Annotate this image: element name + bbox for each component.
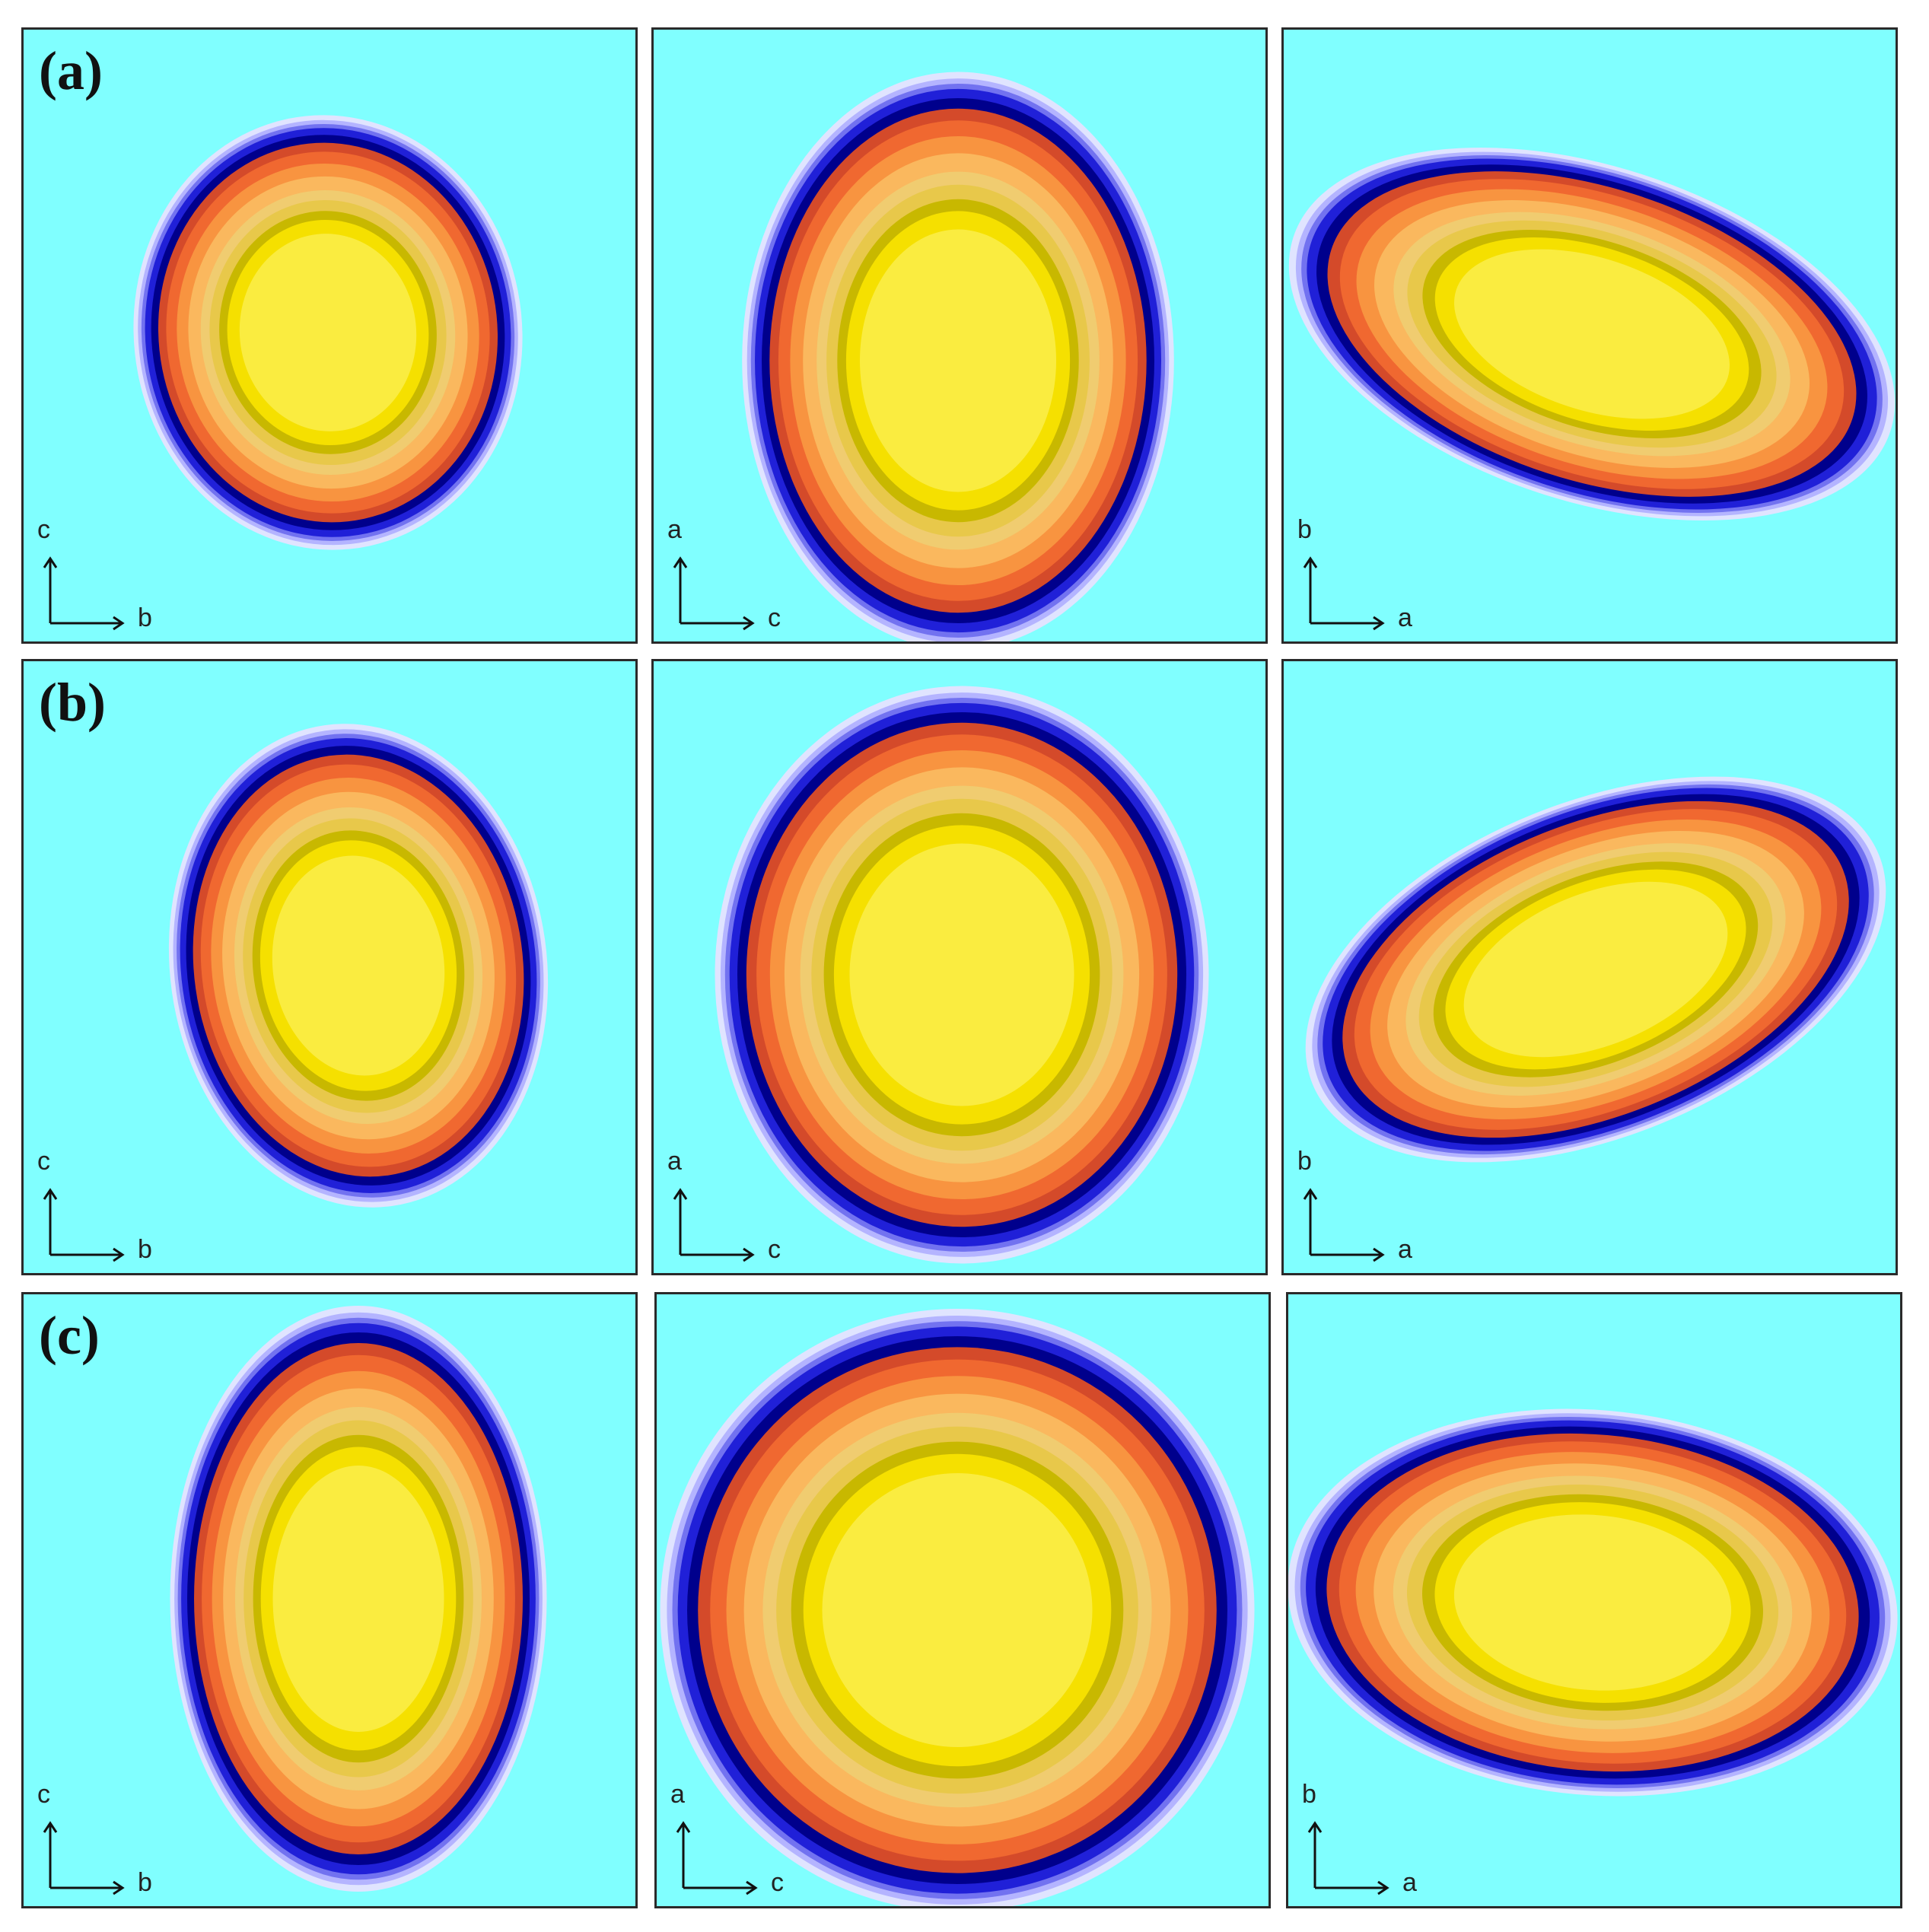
row-label-b: (b) [39, 672, 106, 733]
contour-band [272, 1466, 444, 1732]
axis-arrows [676, 1821, 758, 1895]
horizontal-axis-label: b [138, 603, 152, 632]
contour-band [1454, 249, 1730, 419]
contour-band [849, 843, 1074, 1106]
panel-b-cb: (b) c b [21, 659, 638, 1275]
vertical-axis-label: c [37, 515, 50, 544]
horizontal-axis-label: b [138, 1235, 152, 1264]
panel-c-ba: b a [1286, 1292, 1902, 1908]
density-contour-map [1288, 147, 1896, 521]
density-contour-map [170, 1306, 547, 1892]
axis-arrows [1303, 1188, 1385, 1262]
horizontal-axis-label: b [138, 1868, 152, 1897]
horizontal-axis-label: a [1398, 603, 1412, 632]
panel-c-cb: (c) c b [21, 1292, 638, 1908]
panel-a-ba: b a [1281, 27, 1898, 644]
axis-arrows [43, 1821, 125, 1895]
axis-arrows [1307, 1821, 1389, 1895]
vertical-axis-label: b [1302, 1780, 1316, 1809]
vertical-axis-label: a [670, 1780, 685, 1809]
contour-band [860, 229, 1056, 492]
vertical-axis-label: b [1297, 515, 1312, 544]
panel-b-ba: b a [1281, 659, 1898, 1275]
axis-arrows [43, 556, 125, 631]
panel-a-cb: (a) c b [21, 27, 638, 644]
horizontal-axis-label: a [1402, 1868, 1417, 1897]
density-contour-map [715, 686, 1209, 1264]
row-label-c: (c) [39, 1305, 100, 1366]
axis-arrows [673, 1188, 755, 1262]
vertical-axis-label: b [1297, 1147, 1312, 1176]
density-contour-map [1288, 1408, 1898, 1797]
axis-arrows [43, 1188, 125, 1262]
axis-arrows [1303, 556, 1385, 631]
density-contour-map [660, 1309, 1255, 1906]
vertical-axis-label: c [37, 1147, 50, 1176]
density-contour-map [168, 724, 549, 1208]
contour-band [1453, 1514, 1732, 1691]
horizontal-axis-label: c [768, 1235, 781, 1264]
horizontal-axis-label: c [768, 603, 781, 632]
density-contour-map [1305, 776, 1886, 1163]
density-contour-map [133, 115, 523, 550]
panel-a-ac: a c [651, 27, 1268, 644]
vertical-axis-label: c [37, 1780, 50, 1809]
contour-band [239, 234, 417, 431]
horizontal-axis-label: c [771, 1868, 784, 1897]
density-contour-map [742, 72, 1174, 641]
axis-arrows [673, 556, 755, 631]
vertical-axis-label: a [667, 1147, 682, 1176]
contour-band [822, 1473, 1093, 1747]
horizontal-axis-label: a [1398, 1235, 1412, 1264]
row-label-a: (a) [39, 40, 103, 101]
contour-band [1463, 881, 1728, 1058]
contour-band [272, 855, 445, 1076]
panel-c-ac: a c [654, 1292, 1271, 1908]
vertical-axis-label: a [667, 515, 682, 544]
panel-b-ac: a c [651, 659, 1268, 1275]
